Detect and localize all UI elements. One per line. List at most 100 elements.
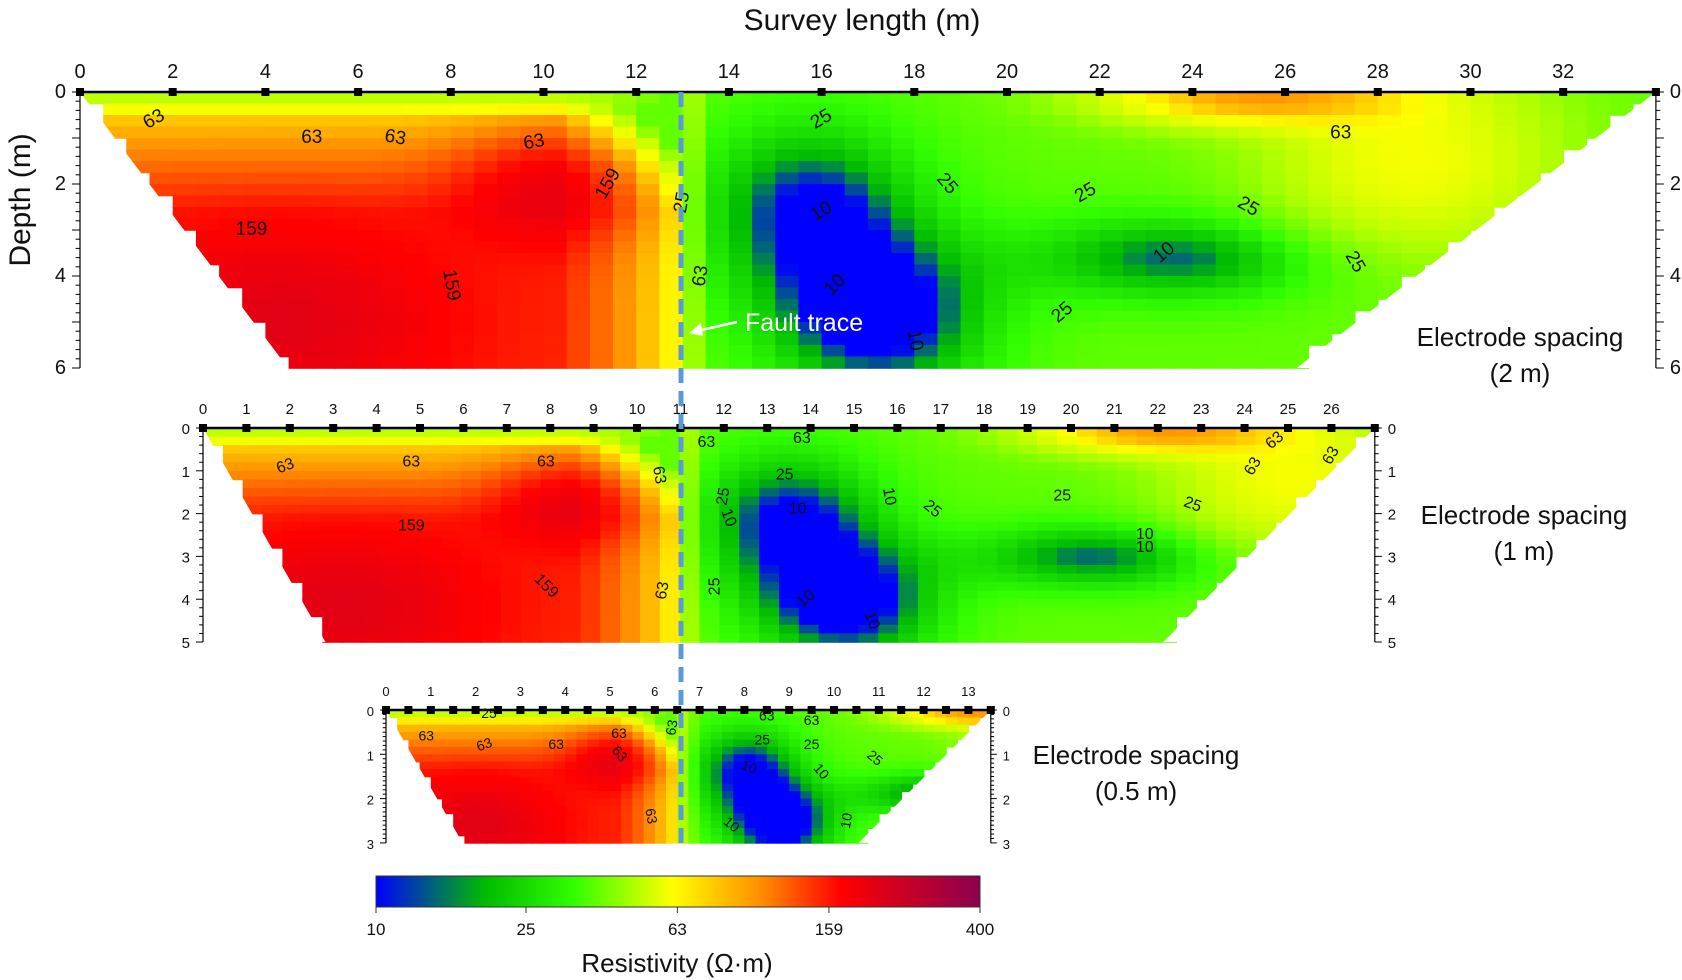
resistivity-cell bbox=[868, 299, 892, 312]
resistivity-cell bbox=[288, 253, 313, 266]
resistivity-cell bbox=[1176, 453, 1197, 464]
resistivity-cell bbox=[404, 253, 429, 266]
resistivity-cell bbox=[878, 739, 891, 748]
resistivity-cell bbox=[219, 195, 244, 208]
resistivity-cell bbox=[755, 746, 768, 756]
resistivity-cell bbox=[811, 791, 824, 800]
resistivity-cell bbox=[752, 310, 777, 323]
resistivity-cell bbox=[1516, 161, 1541, 174]
resistivity-cell bbox=[744, 724, 757, 733]
x-tick-label: 14 bbox=[718, 61, 740, 83]
resistivity-cell bbox=[500, 530, 522, 541]
resistivity-cell bbox=[509, 754, 522, 763]
resistivity-cell bbox=[580, 470, 602, 481]
resistivity-cell bbox=[195, 126, 220, 139]
contour-label: 10 bbox=[1136, 539, 1154, 556]
resistivity-cell bbox=[901, 724, 914, 733]
resistivity-cell bbox=[1516, 172, 1541, 185]
resistivity-cell bbox=[811, 761, 824, 770]
resistivity-cell bbox=[659, 496, 681, 506]
resistivity-cell bbox=[222, 462, 244, 472]
resistivity-cell bbox=[1255, 462, 1277, 472]
resistivity-cell bbox=[1331, 184, 1356, 197]
resistivity-cell bbox=[419, 732, 432, 741]
resistivity-cell bbox=[901, 717, 914, 726]
resistivity-cell bbox=[598, 754, 611, 763]
resistivity-cell bbox=[554, 813, 566, 822]
resistivity-cell bbox=[710, 798, 723, 807]
resistivity-cell bbox=[834, 746, 846, 756]
resistivity-cell bbox=[600, 428, 621, 438]
resistivity-cell bbox=[997, 573, 1019, 583]
resistivity-cell bbox=[838, 487, 860, 498]
resistivity-cell bbox=[845, 828, 858, 837]
resistivity-cell bbox=[620, 565, 641, 575]
resistivity-cell bbox=[1238, 161, 1263, 174]
contour-label: 25 bbox=[714, 486, 734, 507]
electrode-marker bbox=[850, 424, 858, 432]
electrode-marker bbox=[817, 88, 826, 96]
contour-label: 10 bbox=[861, 609, 883, 632]
resistivity-cell bbox=[1053, 345, 1078, 358]
resistivity-cell bbox=[632, 783, 645, 792]
resistivity-cell bbox=[1470, 103, 1495, 116]
resistivity-cell bbox=[520, 333, 545, 346]
resistivity-cell bbox=[719, 565, 741, 575]
resistivity-cell bbox=[1053, 241, 1078, 254]
electrode-marker bbox=[404, 706, 413, 714]
electrode-marker bbox=[516, 706, 525, 714]
resistivity-cell bbox=[778, 739, 790, 748]
resistivity-cell bbox=[322, 556, 343, 566]
resistivity-cell bbox=[639, 445, 661, 455]
resistivity-cell bbox=[759, 470, 780, 481]
resistivity-cell bbox=[739, 607, 760, 618]
resistivity-cell bbox=[957, 724, 970, 733]
resistivity-cell bbox=[957, 470, 979, 481]
resistivity-cell bbox=[334, 241, 359, 254]
resistivity-cell bbox=[868, 149, 892, 162]
resistivity-cell bbox=[822, 835, 835, 844]
resistivity-cell bbox=[918, 505, 939, 515]
resistivity-cell bbox=[821, 299, 846, 312]
resistivity-cell bbox=[914, 115, 939, 128]
electrode-marker bbox=[806, 424, 815, 432]
resistivity-cell bbox=[1116, 616, 1138, 626]
resistivity-cell bbox=[1169, 287, 1194, 300]
resistivity-cell bbox=[722, 813, 734, 822]
resistivity-cell bbox=[1146, 345, 1170, 358]
electrode-marker bbox=[1197, 424, 1206, 432]
resistivity-cell bbox=[1331, 276, 1356, 289]
resistivity-cell bbox=[960, 276, 985, 289]
resistivity-cell bbox=[461, 573, 482, 583]
resistivity-cell bbox=[1261, 115, 1286, 128]
resistivity-cell bbox=[481, 565, 502, 575]
resistivity-cell bbox=[834, 754, 846, 763]
resistivity-cell bbox=[890, 746, 902, 756]
resistivity-cell bbox=[461, 453, 482, 464]
resistivity-cell bbox=[1354, 428, 1376, 438]
resistivity-cell bbox=[421, 616, 443, 626]
resistivity-cell bbox=[1017, 633, 1038, 643]
resistivity-cell bbox=[265, 276, 290, 289]
electrode-marker bbox=[1153, 424, 1162, 432]
resistivity-cell bbox=[1196, 436, 1217, 446]
resistivity-cell bbox=[474, 207, 498, 220]
resistivity-cell bbox=[918, 633, 939, 643]
resistivity-cell bbox=[1516, 115, 1541, 128]
resistivity-cell bbox=[891, 322, 916, 335]
resistivity-cell bbox=[818, 445, 840, 455]
resistivity-cell bbox=[1215, 573, 1237, 583]
resistivity-cell bbox=[587, 732, 600, 741]
resistivity-cell bbox=[821, 218, 846, 231]
resistivity-cell bbox=[520, 798, 533, 807]
resistivity-cell bbox=[1285, 333, 1310, 346]
resistivity-cell bbox=[1261, 356, 1286, 369]
resistivity-cell bbox=[566, 184, 591, 197]
resistivity-cell bbox=[890, 739, 902, 748]
resistivity-cell bbox=[621, 791, 634, 800]
resistivity-cell bbox=[728, 115, 753, 128]
resistivity-cell bbox=[1238, 115, 1263, 128]
resistivity-cell bbox=[1331, 126, 1356, 139]
resistivity-cell bbox=[203, 428, 224, 438]
resistivity-cell bbox=[461, 479, 482, 489]
